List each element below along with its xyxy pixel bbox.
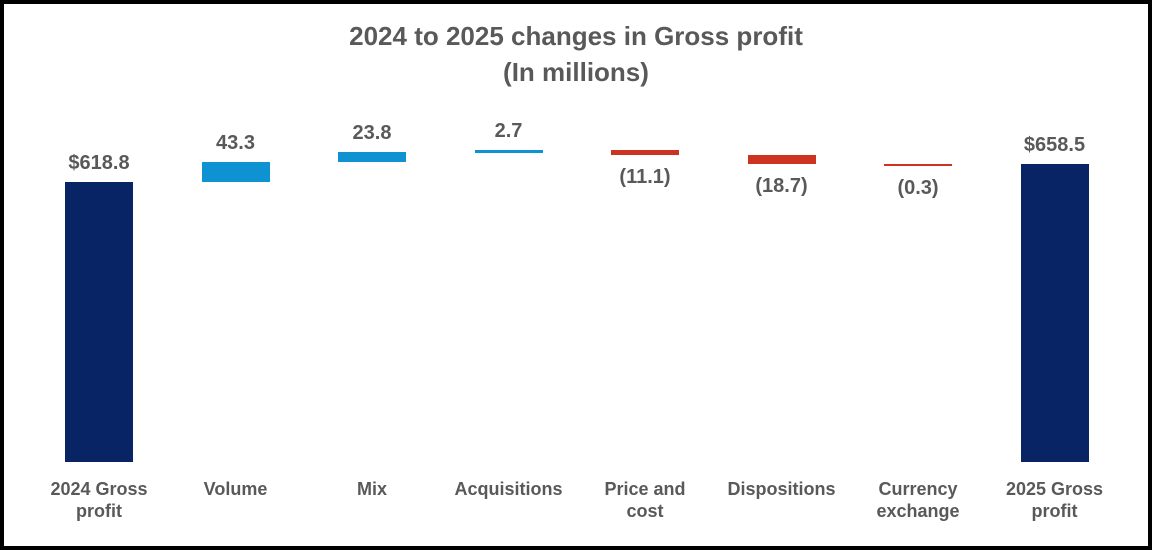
- value-label-acquisitions: 2.7: [494, 120, 523, 143]
- value-label-2024-gross-profit: $618.8: [68, 151, 130, 174]
- category-label-currency-exchange: Currency exchange: [876, 479, 960, 521]
- value-label-price-and-cost: (11.1): [619, 166, 671, 189]
- chart-title-line1: 2024 to 2025 changes in Gross profit: [349, 21, 803, 51]
- bar-volume: [201, 162, 270, 182]
- plot-area: $618.8 43.3 23.8 2.7 (11.1) (18.7) (0.3) $658.5: [4, 4, 1148, 546]
- category-axis: 2024 Gross profit Volume Mix Acquisitions Pr…: [4, 478, 1148, 538]
- bar-currency-exchange: [884, 163, 952, 167]
- category-label-dispositions: Dispositions: [727, 479, 836, 499]
- category-label-acquisitions: Acquisitions: [454, 479, 563, 499]
- category-label-volume: Volume: [203, 479, 268, 499]
- category-label-2024-gross-profit: 2024 Gross profit: [50, 479, 148, 521]
- chart-title-line2: (In millions): [503, 57, 649, 87]
- bar-mix: [338, 151, 406, 163]
- category-label-2025-gross-profit: 2025 Gross profit: [1005, 479, 1104, 521]
- chart-title: 2024 to 2025 changes in Gross profit (In…: [4, 18, 1148, 90]
- value-label-2025-gross-profit: $658.5: [1023, 134, 1086, 157]
- value-label-volume: 43.3: [216, 132, 255, 155]
- value-label-mix: 23.8: [352, 121, 392, 144]
- value-label-currency-exchange: (0.3): [897, 177, 939, 200]
- category-label-mix: Mix: [356, 479, 387, 499]
- bar-2024-gross-profit: [65, 181, 133, 462]
- category-label-price-and-cost: Price and cost: [604, 479, 686, 521]
- value-label-dispositions: (18.7): [755, 174, 808, 197]
- bar-2025-gross-profit: [1020, 164, 1089, 462]
- bar-price-and-cost: [611, 150, 679, 156]
- bar-dispositions: [747, 155, 816, 164]
- bar-acquisitions: [474, 150, 543, 153]
